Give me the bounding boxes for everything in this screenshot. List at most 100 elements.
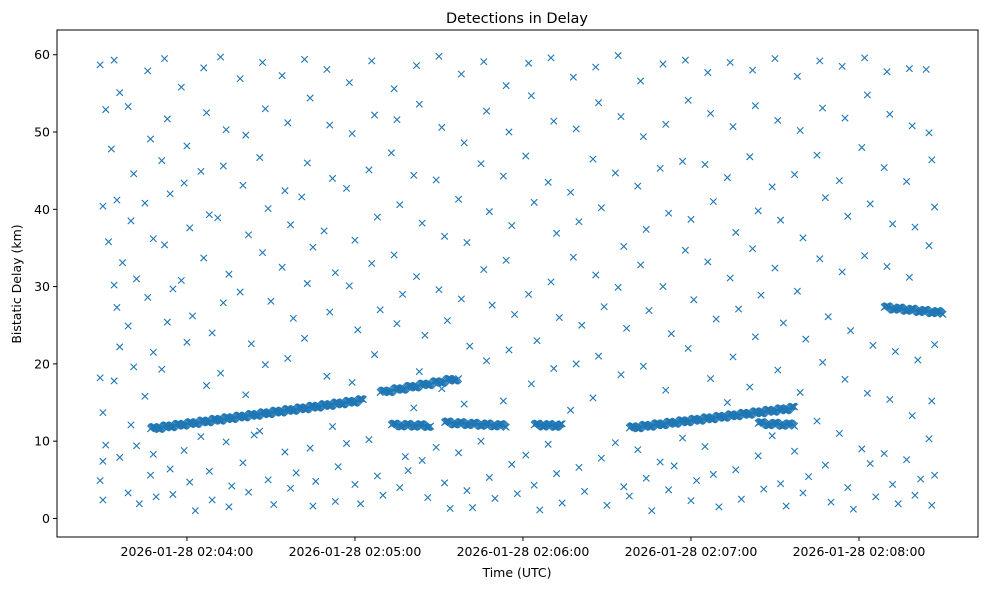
noise-point xyxy=(110,281,118,289)
noise-point xyxy=(132,275,141,283)
noise-point xyxy=(681,56,689,64)
noise-point xyxy=(636,261,645,269)
noise-point xyxy=(440,232,449,240)
noise-point xyxy=(513,490,521,498)
noise-point xyxy=(250,431,258,439)
noise-point xyxy=(146,135,155,143)
noise-point xyxy=(342,184,351,193)
noise-point xyxy=(440,479,449,487)
noise-point xyxy=(309,502,317,510)
noise-point xyxy=(925,129,933,137)
noise-point xyxy=(183,142,191,150)
noise-point xyxy=(662,386,670,394)
noise-point xyxy=(547,54,555,62)
noise-point xyxy=(303,279,311,288)
noise-point xyxy=(107,145,115,153)
noise-point xyxy=(328,174,337,182)
noise-point xyxy=(838,62,846,70)
noise-point xyxy=(886,110,894,118)
x-tick-label: 2026-01-28 02:06:00 xyxy=(457,544,590,559)
noise-point xyxy=(446,504,454,512)
noise-point xyxy=(793,72,801,80)
noise-point xyxy=(527,92,535,100)
noise-point xyxy=(323,372,331,380)
noise-point xyxy=(558,499,566,507)
y-tick-label: 20 xyxy=(34,356,50,371)
noise-point xyxy=(99,408,107,417)
noise-point xyxy=(594,352,603,360)
noise-point xyxy=(326,121,334,129)
noise-point xyxy=(468,504,477,512)
noise-point xyxy=(578,321,586,329)
noise-point xyxy=(883,68,891,76)
noise-point xyxy=(202,109,211,117)
track-g-point xyxy=(939,310,947,319)
noise-point xyxy=(723,174,731,182)
noise-point xyxy=(748,245,757,253)
noise-point xyxy=(149,450,157,458)
track-a2-point xyxy=(454,375,463,383)
noise-point xyxy=(566,188,575,196)
noise-point xyxy=(552,470,561,478)
noise-point xyxy=(687,497,695,505)
noise-point xyxy=(169,285,177,293)
noise-point xyxy=(180,179,188,187)
noise-point xyxy=(709,470,717,478)
noise-point xyxy=(776,216,785,224)
noise-point xyxy=(303,159,311,167)
noise-point xyxy=(524,59,533,67)
track-e-point xyxy=(732,413,741,421)
y-tick-label: 50 xyxy=(34,125,50,140)
noise-point xyxy=(835,429,843,438)
noise-point xyxy=(656,164,664,172)
noise-point xyxy=(130,363,138,371)
noise-point xyxy=(796,126,804,135)
x-axis-label: Time (UTC) xyxy=(481,565,551,580)
noise-point xyxy=(477,437,485,445)
noise-point xyxy=(838,268,846,276)
noise-point xyxy=(645,306,653,315)
noise-point xyxy=(508,460,516,468)
noise-point xyxy=(841,375,849,383)
noise-point xyxy=(903,456,911,464)
noise-point xyxy=(326,308,334,316)
noise-point xyxy=(320,227,328,235)
noise-point xyxy=(197,167,205,176)
noise-point xyxy=(239,459,247,467)
noise-point xyxy=(835,177,843,185)
noise-point xyxy=(667,330,675,338)
noise-point xyxy=(457,295,465,303)
x-axis: 2026-01-28 02:04:00 2026-01-28 02:05:00 20… xyxy=(121,537,925,559)
track-a1-point xyxy=(359,396,367,404)
noise-point xyxy=(104,238,113,246)
noise-point xyxy=(289,314,297,322)
noise-point xyxy=(844,212,852,220)
noise-point xyxy=(356,500,365,508)
noise-point xyxy=(480,265,488,274)
noise-point xyxy=(505,128,513,136)
noise-point xyxy=(166,465,174,473)
noise-point xyxy=(102,441,110,449)
noise-point xyxy=(200,254,208,262)
noise-point xyxy=(863,389,871,397)
noise-point xyxy=(751,102,759,110)
noise-point xyxy=(457,70,465,78)
noise-point xyxy=(264,476,272,484)
noise-point xyxy=(390,85,398,93)
noise-point xyxy=(552,229,561,237)
y-axis: 0 10 20 30 40 50 60 xyxy=(34,47,57,526)
noise-point xyxy=(858,445,866,453)
noise-point xyxy=(228,482,236,490)
noise-point xyxy=(662,120,670,128)
noise-point xyxy=(861,252,869,260)
noise-point xyxy=(799,489,807,497)
noise-point xyxy=(620,483,628,491)
noise-point xyxy=(636,77,645,85)
noise-point xyxy=(410,404,418,412)
noise-point xyxy=(821,461,829,469)
noise-point xyxy=(634,446,642,454)
noise-point xyxy=(536,506,544,514)
noise-point xyxy=(222,126,230,134)
noise-point xyxy=(701,160,709,169)
noise-point xyxy=(160,241,169,249)
